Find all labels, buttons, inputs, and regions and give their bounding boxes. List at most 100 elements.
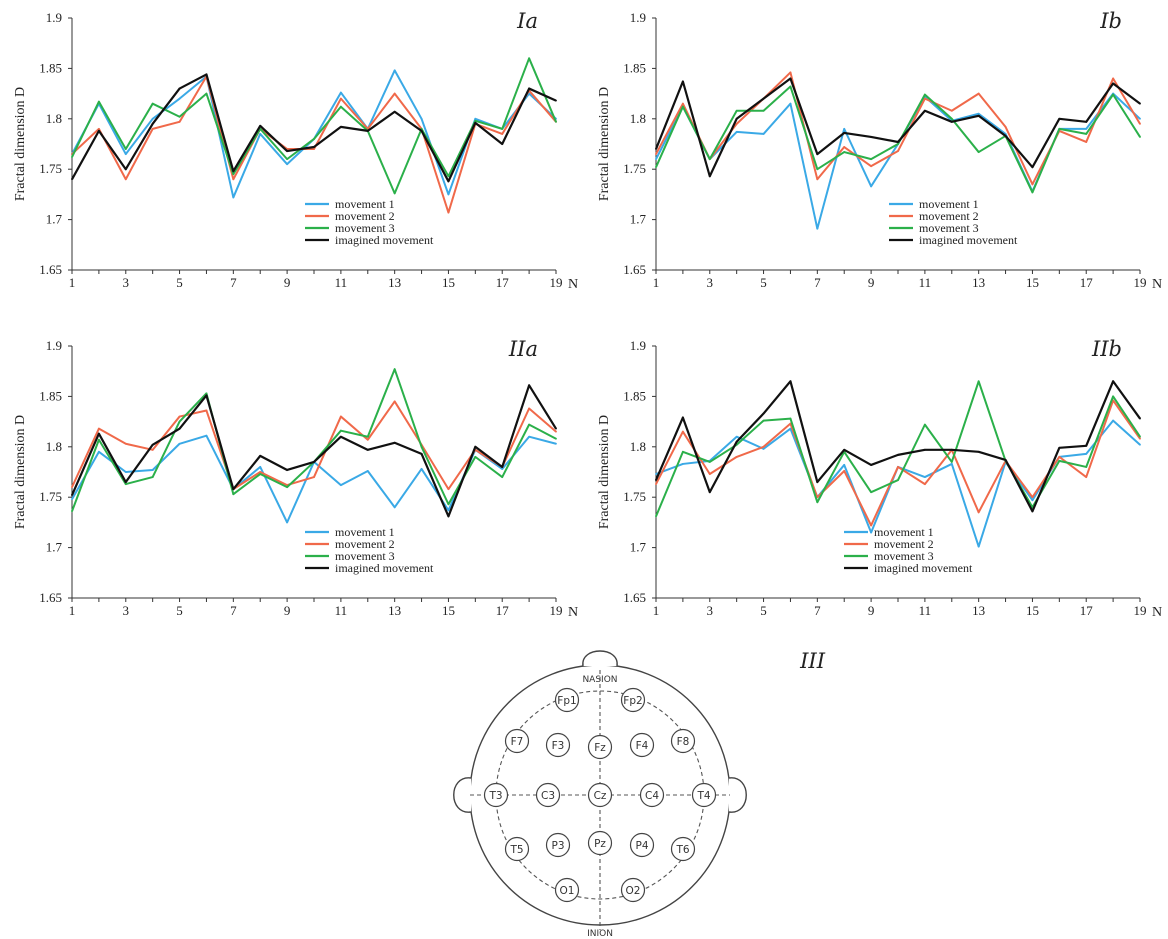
y-tick-label: 1.9 [630, 338, 646, 353]
data-point [897, 466, 899, 468]
data-point [1085, 466, 1088, 468]
data-point [681, 416, 684, 419]
electrode-fz: Fz [587, 734, 613, 760]
data-point [232, 178, 235, 181]
electrode-fp2: Fp2 [620, 687, 646, 713]
data-point [97, 427, 100, 430]
data-point [259, 133, 262, 135]
x-tick-label: 9 [284, 603, 291, 618]
x-tick-label: 15 [442, 275, 455, 290]
data-point [259, 473, 262, 475]
data-point [655, 515, 657, 518]
data-point [366, 438, 369, 441]
panel-IIa: 1.65 1.7 1.75 1.8 1.85 1.9 1 3 5 7 9 11 13 15 17 19 N Fra… [0, 328, 584, 643]
series-line-movement-3 [655, 380, 1141, 517]
x-axis-label: N [568, 277, 578, 292]
data-point [447, 488, 450, 491]
data-point [843, 146, 846, 148]
data-point [151, 117, 154, 120]
x-axis-label: N [1152, 605, 1162, 620]
nasion-label: NASION [582, 675, 617, 685]
data-point [950, 461, 953, 463]
data-point [313, 146, 315, 148]
data-point [178, 97, 181, 100]
data-point [528, 87, 531, 90]
data-point [393, 69, 396, 72]
data-point [313, 461, 315, 463]
y-tick-label: 1.75 [39, 161, 62, 176]
y-tick-label: 1.7 [630, 212, 647, 227]
data-point [655, 158, 657, 161]
electrode-label: C3 [541, 790, 555, 802]
electrode-f8: F8 [670, 728, 696, 754]
data-point [843, 151, 846, 153]
data-point [178, 420, 181, 423]
data-point [816, 481, 819, 483]
data-point [762, 445, 765, 448]
x-axis-label: N [1152, 277, 1162, 292]
chart-Ib: 1.651.71.751.81.851.91 3 5 7 9 11 13 15 17 19 NFra… [597, 9, 1162, 292]
data-point [97, 438, 100, 441]
data-point [178, 120, 181, 123]
data-point [420, 468, 423, 470]
x-tick-label: 17 [496, 275, 510, 290]
data-point [843, 132, 846, 134]
data-point [232, 488, 235, 491]
data-point [1139, 417, 1141, 420]
data-point [1085, 476, 1088, 478]
data-point [977, 545, 980, 548]
data-point [897, 141, 899, 143]
data-point [151, 448, 154, 451]
y-tick-label: 1.75 [623, 161, 646, 176]
data-point [1085, 133, 1088, 135]
data-point [124, 483, 127, 485]
legend-label: movement 3 [874, 549, 934, 563]
data-point [259, 466, 262, 468]
data-point [950, 463, 953, 465]
electrode-circle [587, 782, 613, 808]
data-point [977, 511, 980, 514]
data-point [97, 127, 100, 130]
data-point [474, 117, 477, 120]
y-tick-label: 1.65 [623, 590, 646, 605]
x-tick-label: 13 [388, 603, 401, 618]
data-point [393, 441, 396, 444]
data-point [762, 97, 765, 100]
electrode-p3: P3 [545, 832, 571, 858]
electrode-p4: P4 [629, 832, 655, 858]
data-point [366, 448, 369, 451]
series-line-movement-2 [71, 400, 557, 491]
data-point [1004, 459, 1007, 461]
y-tick-label: 1.9 [46, 10, 62, 25]
y-tick-label: 1.8 [46, 111, 62, 126]
electrode-t5: T5 [504, 836, 530, 862]
electrode-circle [483, 782, 509, 808]
data-point [97, 432, 100, 435]
data-point [950, 120, 953, 123]
data-point [789, 417, 792, 420]
series-line-movement-1 [71, 69, 557, 199]
data-point [1031, 191, 1034, 194]
inion-label: INION [587, 929, 613, 939]
data-point [655, 473, 657, 475]
data-point [420, 117, 423, 120]
data-point [232, 493, 235, 496]
y-tick-label: 1.8 [630, 439, 646, 454]
electrode-o1: O1 [554, 877, 580, 903]
data-point [870, 464, 873, 466]
electrode-label: O1 [560, 885, 575, 897]
x-tick-label: 15 [442, 603, 455, 618]
electrode-label: P4 [635, 840, 648, 852]
data-point [870, 531, 873, 534]
series-line-imagined-movement [70, 384, 557, 518]
data-point [555, 430, 557, 433]
electrode-t6: T6 [670, 836, 696, 862]
electrode-cz: Cz [587, 782, 613, 808]
data-point [528, 435, 531, 438]
x-axis-label: N [568, 605, 578, 620]
electrode-circle [504, 836, 530, 862]
data-point [124, 153, 127, 155]
electrode-circle [535, 782, 561, 808]
data-point [447, 193, 450, 196]
data-point [681, 450, 684, 453]
